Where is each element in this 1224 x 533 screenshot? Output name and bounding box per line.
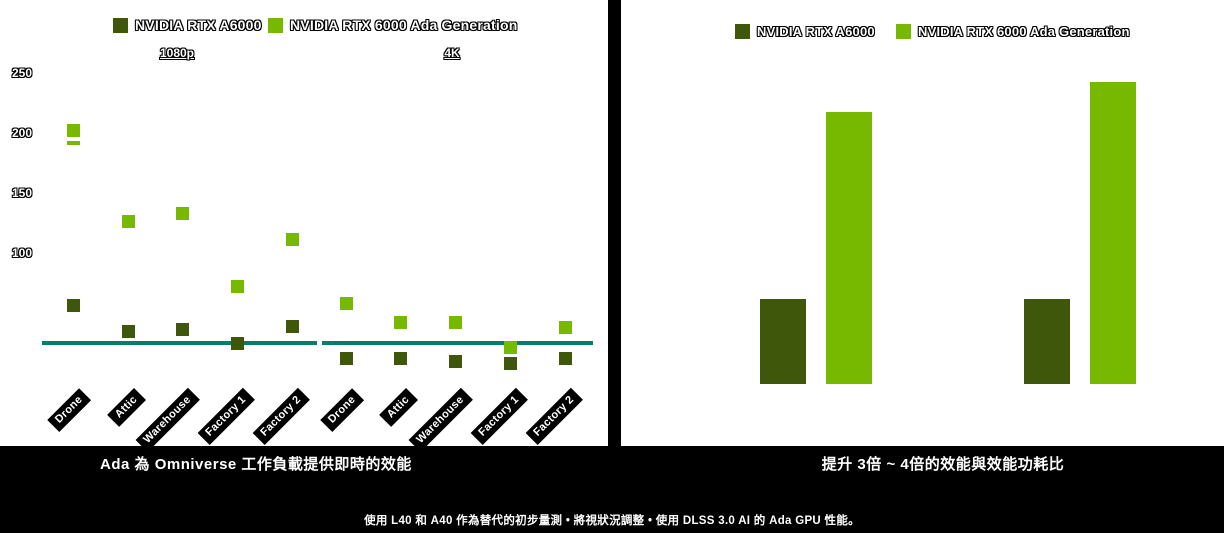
- legend-item-rtx-6000-ada: NVIDIA RTX 6000 Ada Generation: [268, 17, 517, 33]
- legend-item-rtx-a6000: NVIDIA RTX A6000: [735, 24, 875, 39]
- legend-label: NVIDIA RTX A6000: [135, 17, 262, 33]
- footnote-text: 使用 L40 和 A40 作為替代的初步量測 • 將視狀況調整 • 使用 DLS…: [364, 515, 860, 527]
- legend-swatch-light-green: [268, 17, 283, 33]
- legend-label: NVIDIA RTX 6000 Ada Generation: [918, 24, 1130, 39]
- x-axis-label-chip: Attic: [107, 388, 147, 427]
- x-axis-label-chip: Attic: [379, 388, 419, 427]
- legend-label: NVIDIA RTX A6000: [757, 24, 875, 39]
- scatter-marker: [121, 324, 135, 338]
- bar-rtx-a6000-group1: [760, 299, 806, 384]
- scatter-marker-strip: [66, 140, 80, 145]
- legend-swatch-dark-green: [113, 17, 128, 33]
- bar-rtx-6000-ada-group2: [1090, 82, 1136, 384]
- y-axis-tick-250: 250: [11, 66, 32, 80]
- omniverse-performance-chart: NVIDIA RTX A6000 NVIDIA RTX 6000 Ada Gen…: [0, 0, 608, 446]
- scatter-marker: [175, 323, 189, 337]
- bar-rtx-a6000-group2: [1024, 299, 1070, 384]
- performance-uplift-chart: NVIDIA RTX A6000 NVIDIA RTX 6000 Ada Gen…: [621, 0, 1224, 446]
- section-header-1080p: 1080p: [159, 46, 195, 60]
- scatter-marker: [285, 319, 299, 333]
- right-chart-title: 提升 3倍 ~ 4倍的效能與效能功耗比: [821, 456, 1065, 473]
- bar-rtx-6000-ada-group1: [826, 112, 872, 384]
- reference-line: [42, 341, 317, 345]
- x-axis-label-chip: Factory 1: [471, 388, 529, 445]
- x-axis-label-chip: Factory 2: [526, 388, 584, 445]
- scatter-marker: [448, 354, 462, 368]
- x-axis-label-chip: Warehouse: [408, 388, 474, 446]
- scatter-marker: [339, 352, 353, 366]
- scatter-marker: [230, 280, 244, 294]
- y-axis-tick-150: 150: [11, 186, 32, 200]
- y-axis-tick-200: 200: [11, 126, 32, 140]
- scatter-marker: [175, 206, 189, 220]
- caption-band: Ada 為 Omniverse 工作負載提供即時的效能 提升 3倍 ~ 4倍的效…: [0, 446, 1224, 533]
- scatter-marker: [339, 296, 353, 310]
- legend-swatch-light-green: [896, 24, 911, 39]
- x-axis-label-chip: Drone: [46, 388, 92, 433]
- scatter-marker: [66, 299, 80, 313]
- legend-label: NVIDIA RTX 6000 Ada Generation: [290, 17, 518, 33]
- scatter-marker: [66, 124, 80, 138]
- scatter-marker: [503, 356, 517, 370]
- scatter-marker: [393, 352, 407, 366]
- scatter-marker: [230, 336, 244, 350]
- left-chart-title: Ada 為 Omniverse 工作負載提供即時的效能: [100, 456, 412, 473]
- scatter-marker: [393, 316, 407, 330]
- x-axis-label-chip: Warehouse: [135, 388, 201, 446]
- scatter-marker: [558, 320, 572, 334]
- legend-swatch-dark-green: [735, 24, 750, 39]
- scatter-marker: [503, 341, 517, 355]
- chart-divider-bar: [608, 0, 621, 446]
- scatter-marker: [558, 352, 572, 366]
- x-axis-label-chip: Drone: [319, 388, 365, 433]
- legend-item-rtx-6000-ada: NVIDIA RTX 6000 Ada Generation: [896, 24, 1130, 39]
- y-axis-tick-100: 100: [11, 246, 32, 260]
- section-header-4k: 4K: [444, 46, 460, 60]
- x-axis-label-chip: Factory 1: [198, 388, 256, 445]
- scatter-marker: [448, 316, 462, 330]
- legend-item-rtx-a6000: NVIDIA RTX A6000: [113, 17, 262, 33]
- scatter-marker: [121, 215, 135, 229]
- scatter-marker: [285, 233, 299, 247]
- reference-line: [322, 341, 593, 345]
- x-axis-label-chip: Factory 2: [253, 388, 311, 445]
